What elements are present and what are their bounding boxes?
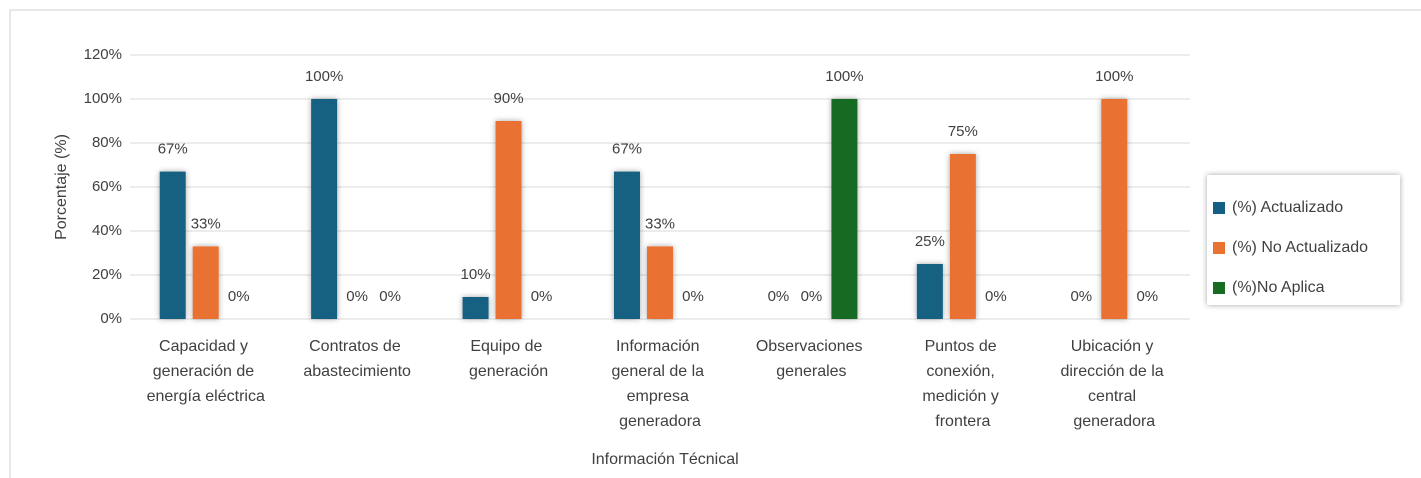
y-axis-title: Porcentaje (%) [53,134,70,240]
y-tick-label: 40% [92,222,122,239]
legend-label: (%) No Actualizado [1232,239,1368,256]
data-label: 0% [1070,288,1092,305]
x-tick-label: Ubicación y dirección de la central gene… [1060,338,1168,430]
data-label: 0% [768,288,790,305]
x-tick-label: Puntos de conexión, medición y frontera [922,338,1003,430]
data-label: 67% [612,141,642,158]
y-tick-label: 0% [100,310,122,327]
legend-box [1207,175,1400,305]
x-tick-label: Equipo de generación [469,338,548,380]
x-tick-label: Información general de la empresa genera… [612,338,709,430]
data-label: 0% [531,288,553,305]
data-label: 0% [379,288,401,305]
y-tick-label: 80% [92,134,122,151]
data-label: 0% [1136,288,1158,305]
legend-label: (%)No Aplica [1232,279,1325,296]
data-label: 100% [1095,68,1133,85]
data-label: 33% [191,215,221,232]
data-label: 0% [346,288,368,305]
legend-swatch [1213,282,1225,294]
bar [192,246,219,319]
bar [614,171,640,319]
bar [1101,99,1128,319]
data-label: 25% [915,233,945,250]
legend-label: (%) Actualizado [1232,199,1343,216]
data-label: 67% [158,141,188,158]
bar [462,297,489,319]
y-tick-label: 120% [84,46,122,63]
data-label: 0% [801,288,823,305]
data-label: 100% [825,68,863,85]
chart-border [9,9,1421,478]
y-tick-label: 100% [84,90,122,107]
data-label: 10% [461,266,491,283]
bar [949,154,976,319]
data-label: 33% [645,215,675,232]
data-label: 0% [228,288,250,305]
data-label: 0% [985,288,1007,305]
x-axis-title: Información Técnical [591,451,738,468]
data-label: 90% [494,90,524,107]
x-tick-label: Observaciones generales [756,338,867,380]
bar [916,264,943,319]
legend-swatch [1213,242,1225,254]
bar [311,99,338,319]
y-tick-label: 20% [92,266,122,283]
bar [159,171,186,319]
x-tick-label: Contratos de abastecimiento [303,338,411,380]
legend-swatch [1213,202,1225,214]
data-label: 0% [682,288,704,305]
bar [831,99,858,319]
y-tick-label: 60% [92,178,122,195]
x-tick-label: Capacidad y generación de energía eléctr… [147,338,265,405]
bar [647,246,673,319]
bar [495,121,522,319]
data-label: 100% [305,68,343,85]
data-label: 75% [948,123,978,140]
